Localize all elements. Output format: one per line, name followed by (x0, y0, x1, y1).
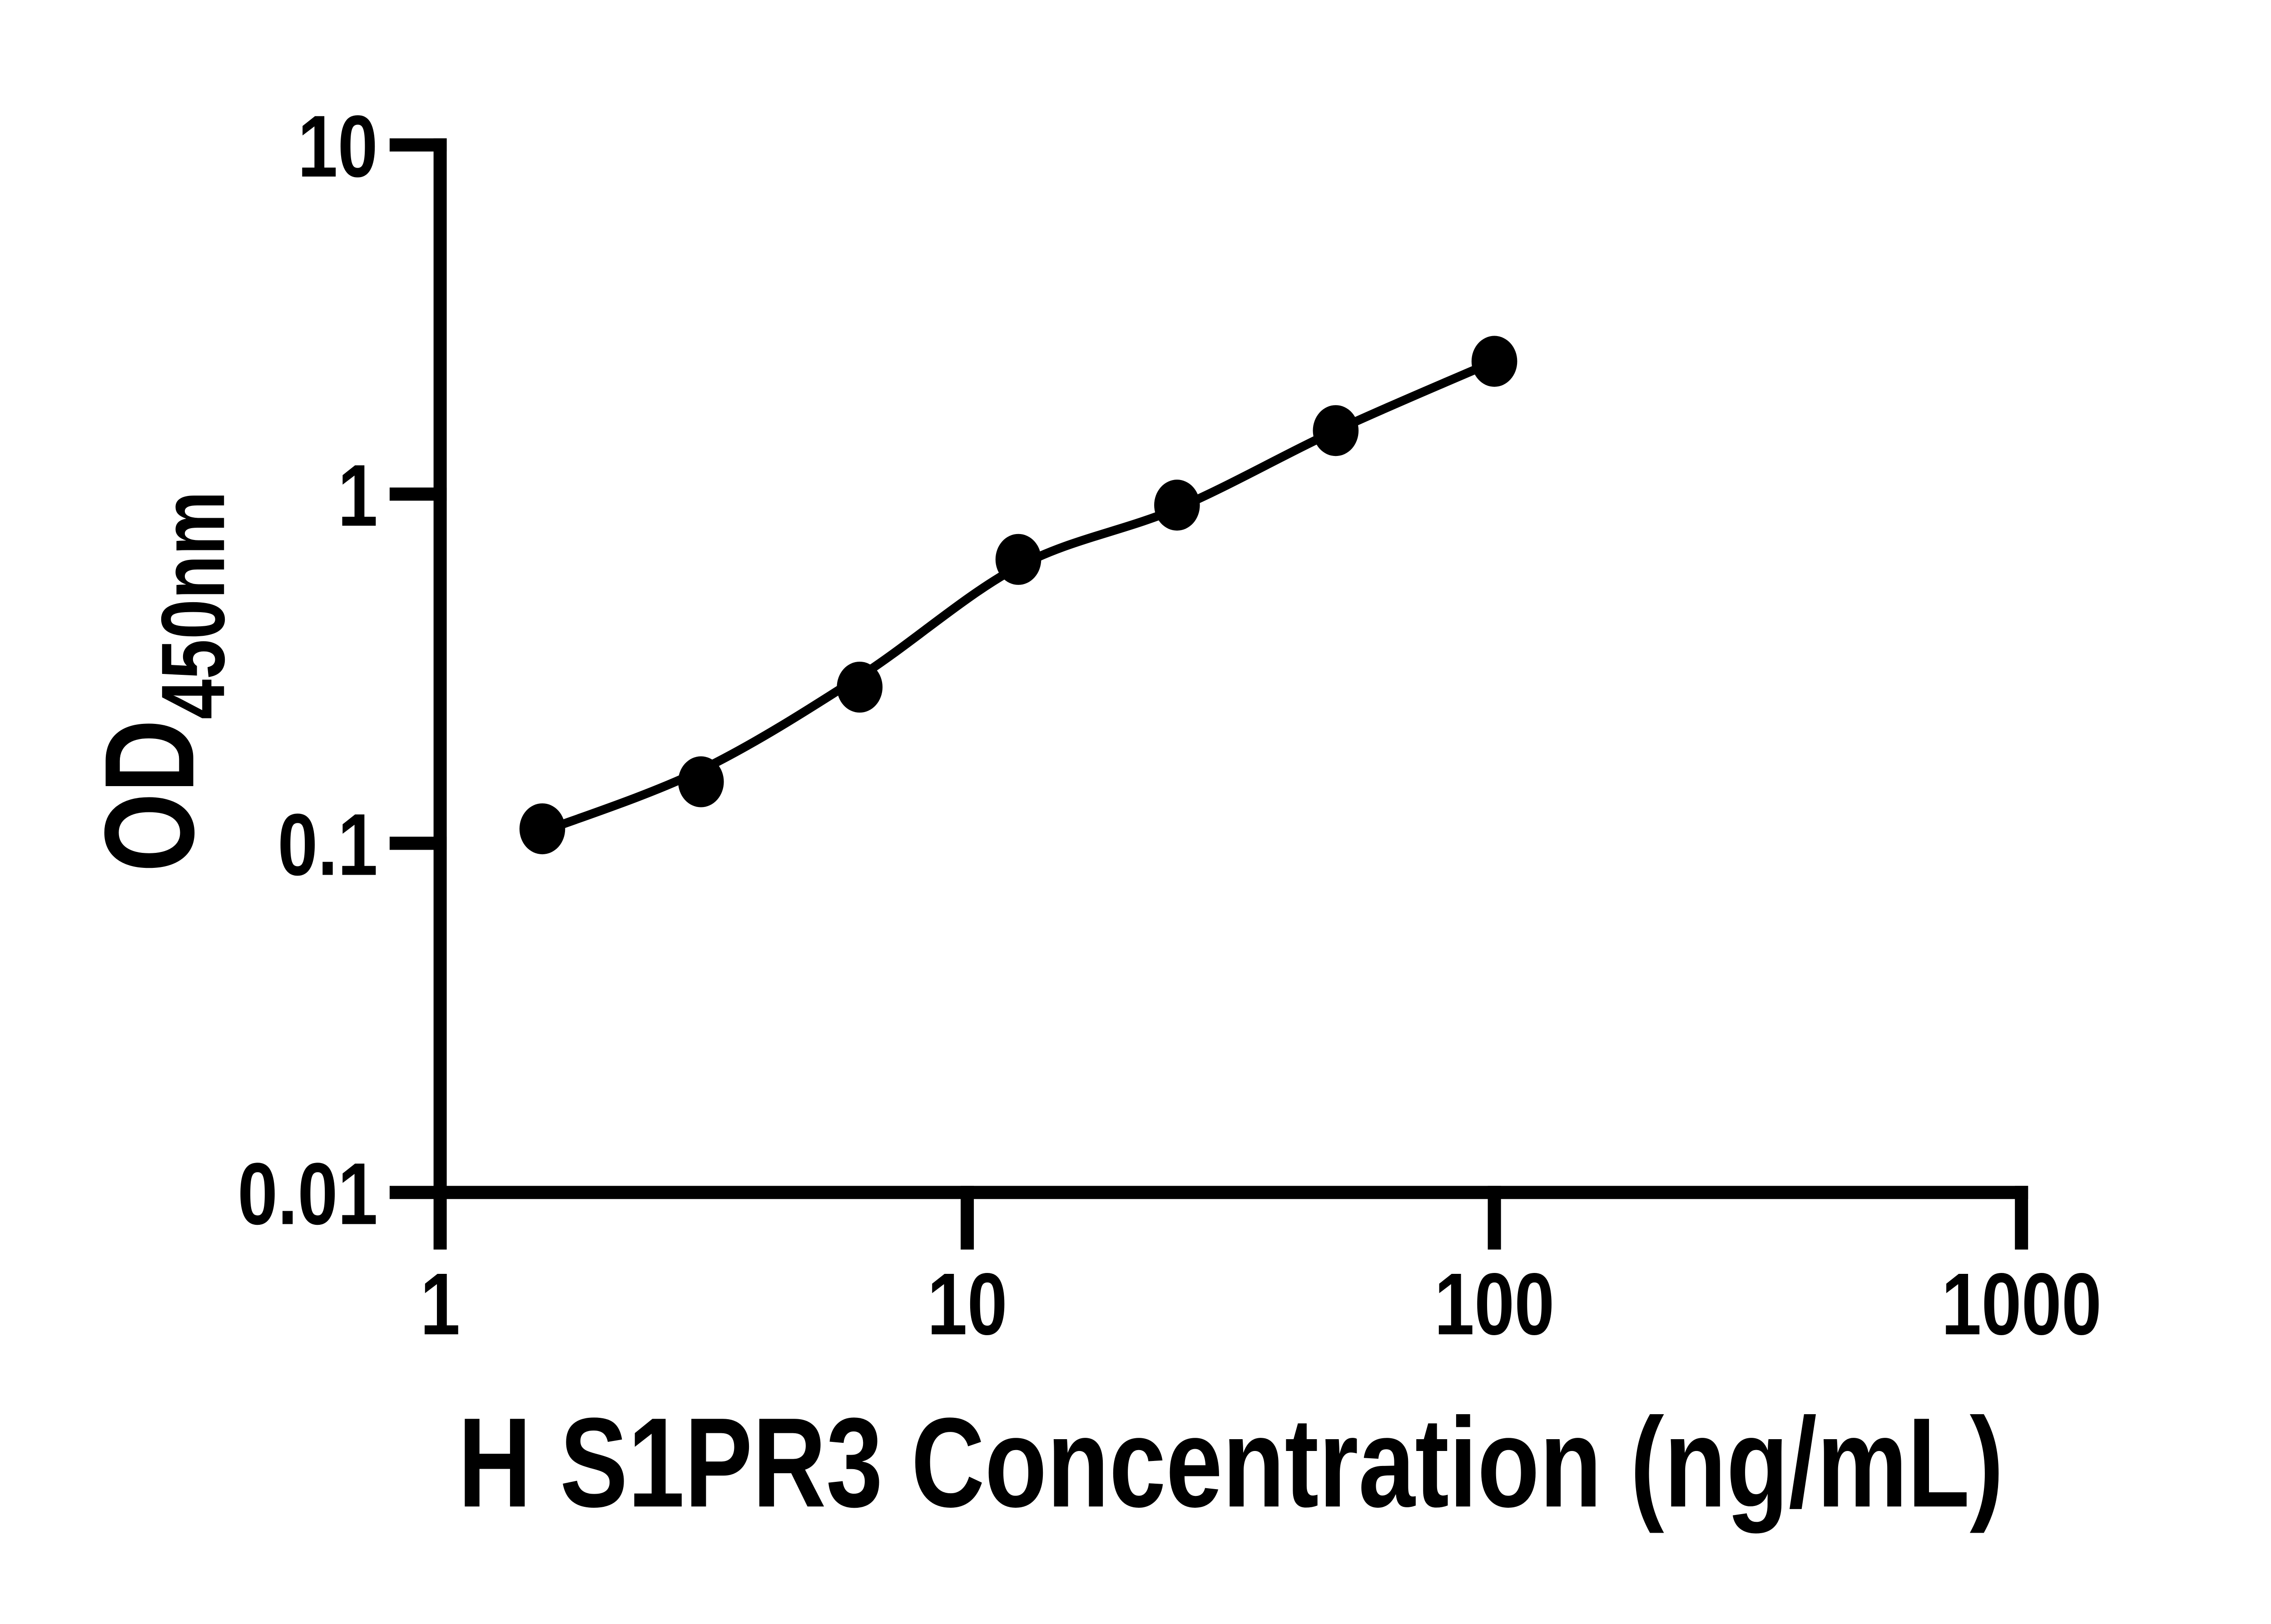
x-tick-label-1: 1 (420, 1255, 460, 1353)
data-point (678, 756, 724, 807)
y-tick-label-0.01: 0.01 (238, 1145, 378, 1243)
x-axis-ticks (433, 1186, 2028, 1250)
x-tick-label-1000: 1000 (1941, 1255, 2102, 1353)
data-point (519, 803, 565, 855)
y-axis-title-subscript: 450nm (143, 491, 243, 719)
elisa-standard-curve-chart: 10 1 0.1 0.01 1 10 100 1000 H S1PR3 Concentrat… (78, 97, 2102, 1534)
x-tick-label-10: 10 (927, 1255, 1007, 1353)
data-point (1154, 480, 1200, 531)
y-tick-label-10: 10 (298, 98, 377, 195)
y-axis-title-main: OD (78, 719, 221, 872)
data-point (837, 661, 883, 713)
data-point (1313, 405, 1359, 456)
data-point (995, 534, 1041, 585)
x-axis-tick-labels: 1 10 100 1000 (420, 1255, 2102, 1353)
x-tick-label-100: 100 (1434, 1255, 1555, 1353)
data-points (519, 336, 1517, 855)
data-point (1471, 336, 1517, 387)
y-tick-label-1: 1 (338, 447, 378, 545)
elisa-standard-curve-figure: 10 1 0.1 0.01 1 10 100 1000 H S1PR3 Concentrat… (78, 97, 2102, 1534)
y-tick-label-0.1: 0.1 (278, 796, 377, 894)
y-axis-title: OD450nm (78, 491, 244, 872)
x-axis-title: H S1PR3 Concentration (ng/mL) (458, 1391, 2003, 1534)
y-axis-tick-labels: 10 1 0.1 0.01 (238, 98, 378, 1243)
